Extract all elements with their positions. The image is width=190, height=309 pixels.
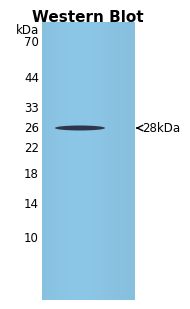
Ellipse shape [55,125,105,130]
Text: 26: 26 [24,121,39,134]
Text: 28kDa: 28kDa [142,121,180,134]
Text: 44: 44 [24,71,39,84]
Text: 33: 33 [24,101,39,115]
Text: kDa: kDa [16,23,39,36]
Text: 22: 22 [24,142,39,154]
Bar [42,22,135,300]
Text: 14: 14 [24,198,39,211]
Text: 70: 70 [24,36,39,49]
Text: Western Blot: Western Blot [32,10,144,25]
Text: 18: 18 [24,168,39,181]
Text: 10: 10 [24,231,39,244]
